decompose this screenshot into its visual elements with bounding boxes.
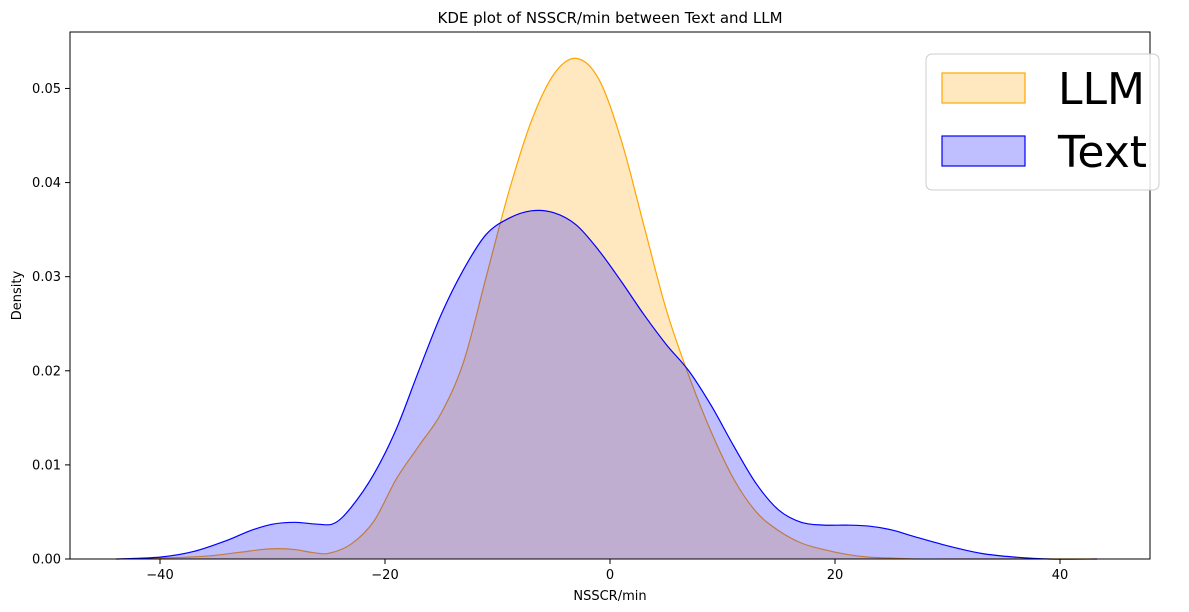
y-tick-label: 0.00	[32, 553, 61, 568]
y-tick-label: 0.05	[32, 82, 61, 97]
y-axis-label: Density	[10, 270, 25, 320]
legend-swatch-llm	[941, 72, 1026, 104]
x-tick-label: 40	[1052, 568, 1069, 583]
y-tick-label: 0.01	[32, 458, 61, 473]
line-llm	[116, 57, 1098, 560]
y-tick-label: 0.03	[32, 270, 61, 285]
legend-swatch-text	[941, 135, 1026, 167]
area-text	[116, 210, 1098, 560]
line-text	[116, 209, 1098, 560]
x-tick-label: −20	[371, 568, 398, 583]
area-llm	[116, 58, 1098, 560]
x-tick-label: 20	[827, 568, 844, 583]
x-axis-label: NSSCR/min	[573, 589, 646, 604]
chart-title: KDE plot of NSSCR/min between Text and L…	[437, 9, 782, 27]
legend-label-text: Text	[1057, 127, 1147, 178]
x-tick-label: 0	[606, 568, 614, 583]
plot-layer	[116, 57, 1098, 560]
legend-frame	[925, 53, 1160, 191]
axes-layer: −40 −20 0 20 40 0.00 0.01 0.02 0.03 0.04 0.05	[32, 31, 1151, 583]
legend-label-llm: LLM	[1058, 64, 1145, 115]
y-tick-label: 0.04	[32, 176, 61, 191]
y-tick-label: 0.02	[32, 364, 61, 379]
legend: LLM Text	[925, 53, 1160, 191]
x-tick-label: −40	[146, 568, 173, 583]
